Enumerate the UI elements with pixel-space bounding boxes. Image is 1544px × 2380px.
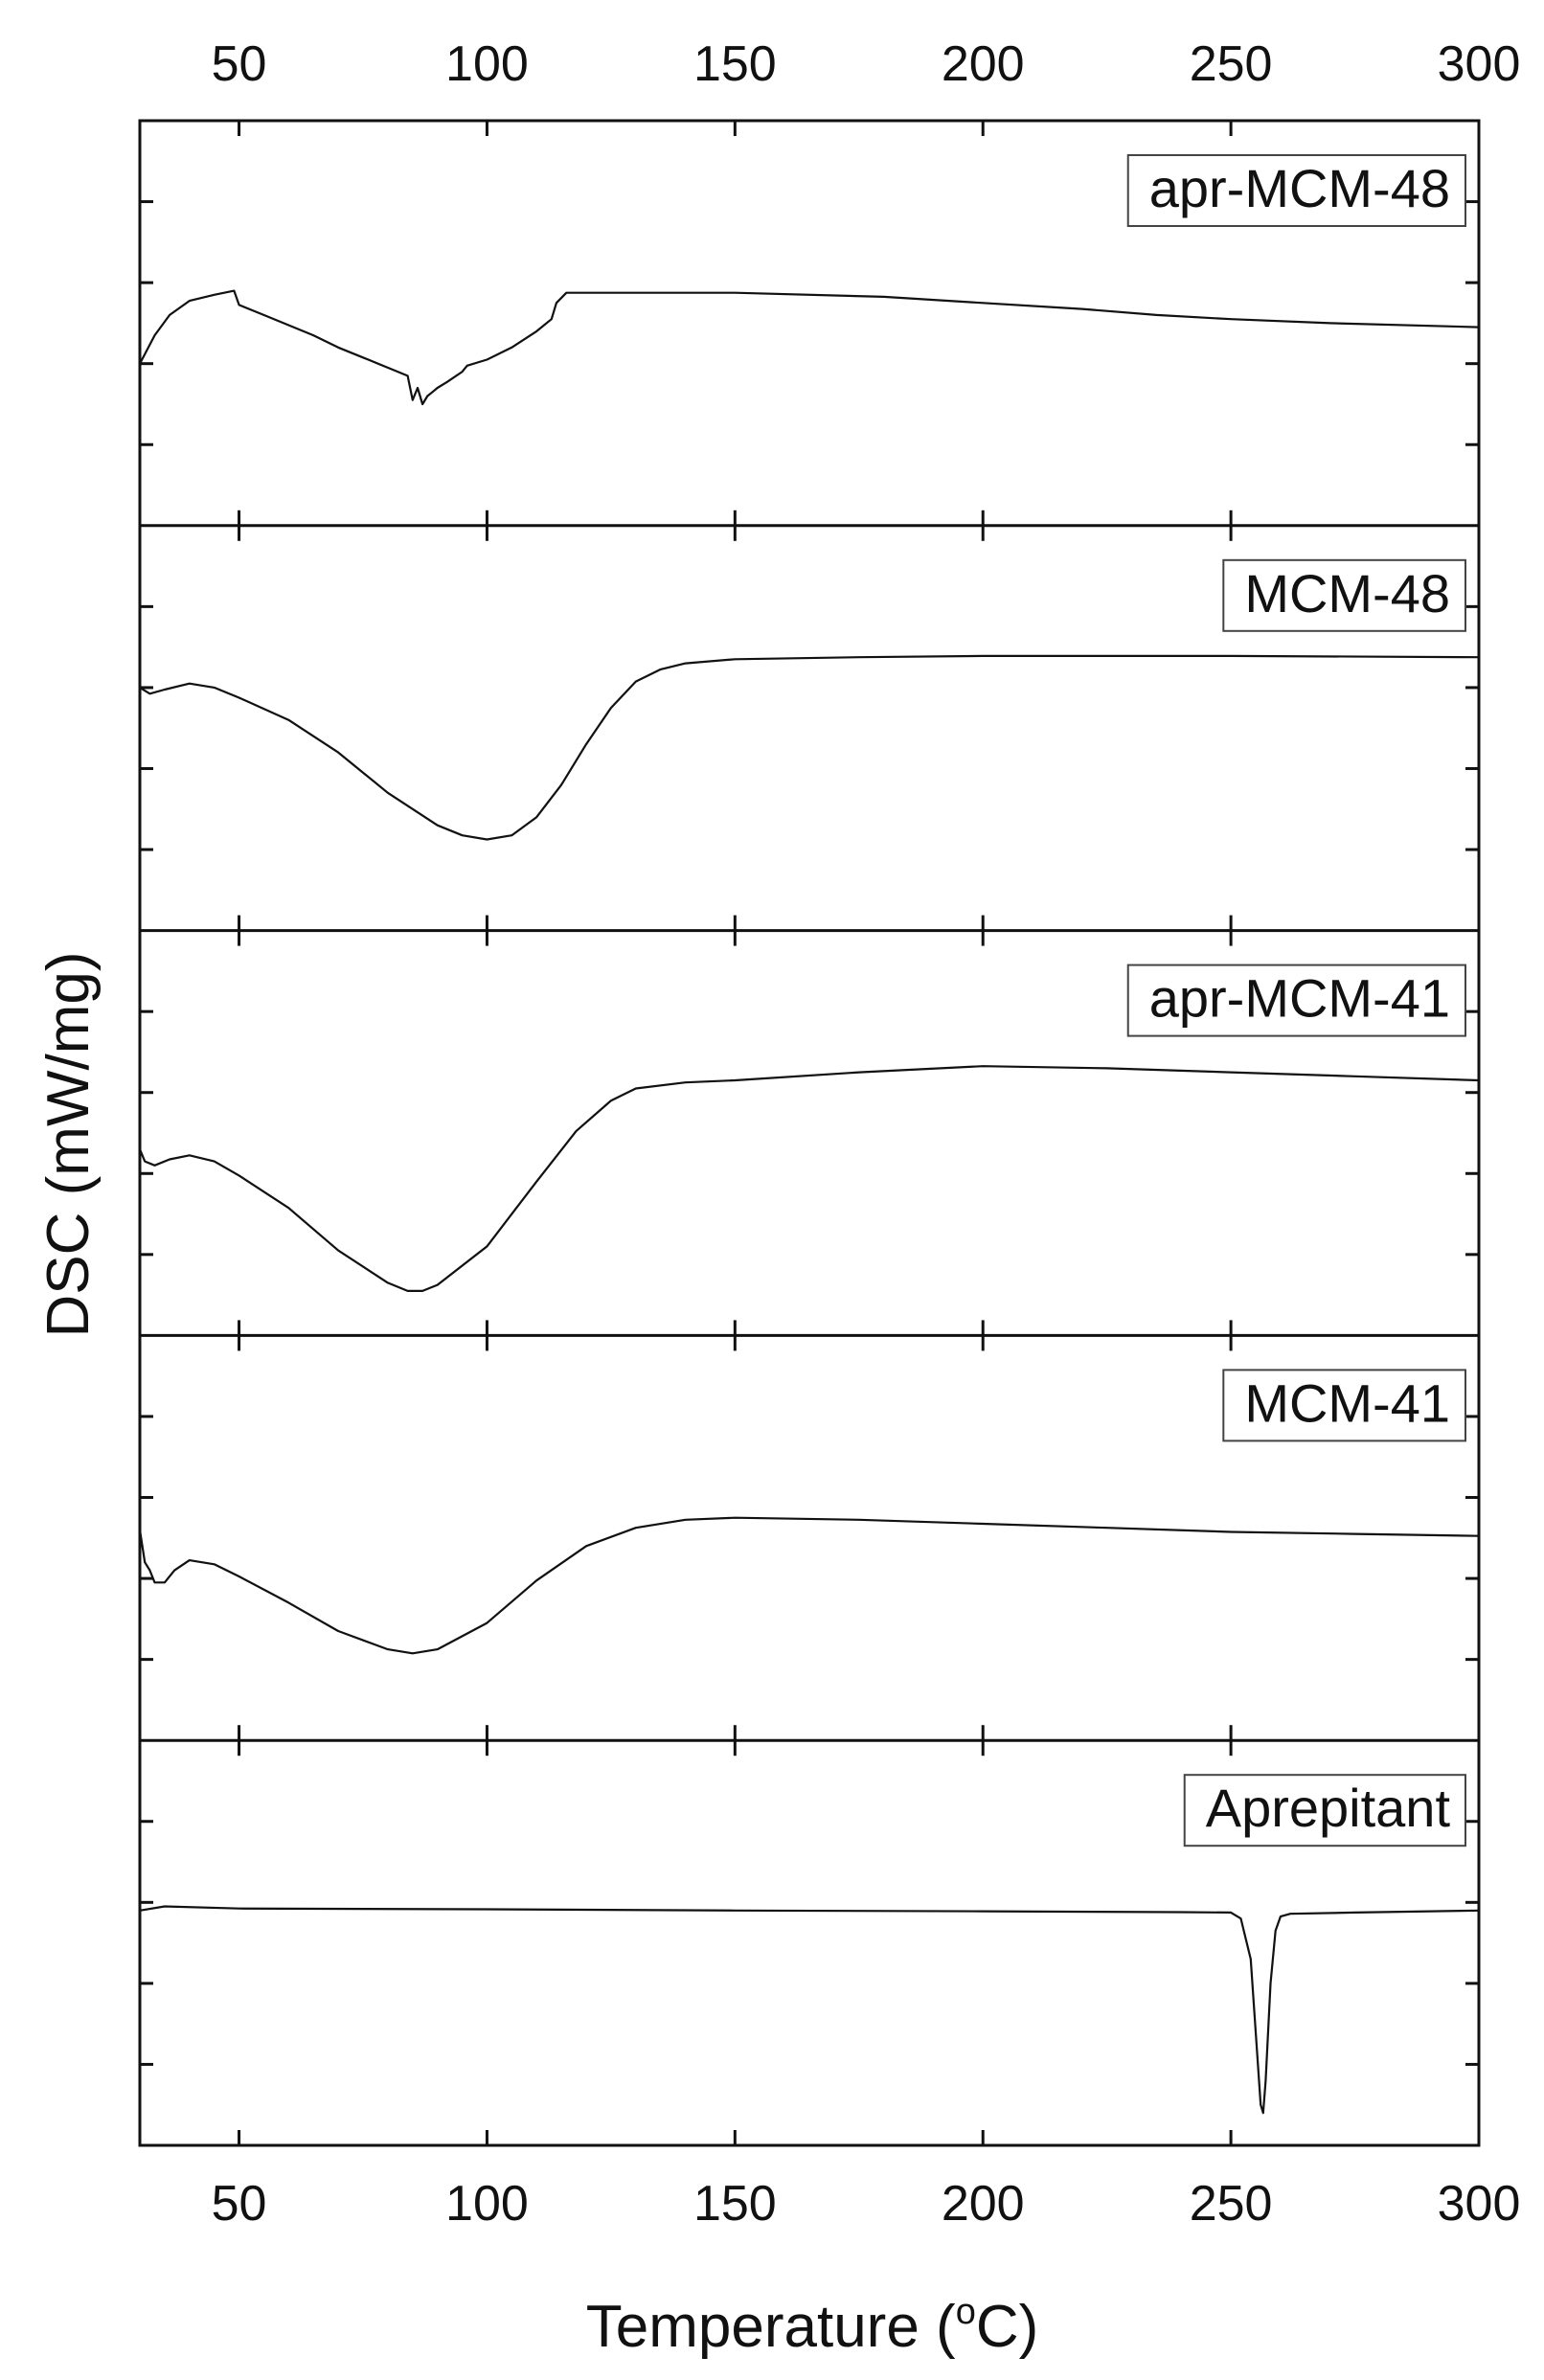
x-tick-label-top: 100 [445, 36, 529, 92]
x-tick-label-bottom: 100 [445, 2176, 529, 2232]
panel-mcm-48: MCM-48 [139, 524, 1481, 931]
panel-label-box [1222, 1369, 1466, 1442]
x-tick-label-top: 200 [942, 36, 1025, 92]
series-line-mcm-48 [139, 654, 1480, 841]
x-tick-label-bottom: 250 [1190, 2176, 1273, 2232]
panel-label-box [1126, 154, 1466, 227]
panel-apr-mcm-41: apr-MCM-41 [138, 929, 1481, 1336]
panel-label: apr-MCM-48 [1149, 158, 1450, 218]
x-tick-label-top: 250 [1190, 36, 1273, 92]
x-tick-label-bottom: 200 [942, 2176, 1025, 2232]
plot-frame [138, 119, 1481, 2147]
panel-label: Aprepitant [1206, 1778, 1451, 1838]
panel-label: MCM-41 [1244, 1372, 1450, 1433]
panels: apr-MCM-48 MCM-48 apr-MCM-41 MCM-41 Aprepita… [138, 154, 1481, 2115]
x-axis-title: Temperature (oC) [586, 2292, 1039, 2360]
x-axis-title-unit-sup: o [956, 2292, 976, 2332]
top-tick-labels: 50 100 150 200 250 300 [212, 36, 1521, 92]
panel-label-box [1183, 1774, 1466, 1847]
x-tick-label-top: 300 [1438, 36, 1521, 92]
x-tick-label-bottom: 50 [212, 2176, 267, 2232]
panel-label-box [1222, 558, 1466, 632]
series-line-apr-mcm-41 [138, 1065, 1480, 1292]
x-tick-label-bottom: 150 [693, 2176, 777, 2232]
x-tick-label-top: 150 [693, 36, 777, 92]
bottom-tick-labels: 50 100 150 200 250 300 [212, 2176, 1521, 2232]
panel-apr-mcm-48: apr-MCM-48 [139, 154, 1481, 526]
panel-label-box [1126, 963, 1466, 1037]
panel-mcm-41: MCM-41 [138, 1333, 1481, 1741]
panel-label: MCM-48 [1244, 563, 1450, 623]
x-tick-label-top: 50 [212, 36, 267, 92]
x-tick-label-bottom: 300 [1438, 2176, 1521, 2232]
panel-aprepitant: Aprepitant [139, 1738, 1481, 2115]
series-line-aprepitant [139, 1905, 1480, 2115]
series-line-apr-mcm-48 [139, 289, 1480, 406]
x-axis-title-prefix: Temperature ( [586, 2294, 956, 2360]
panel-label: apr-MCM-41 [1149, 968, 1450, 1029]
series-line-mcm-41 [138, 1516, 1480, 1655]
x-axis-title-suffix: C) [976, 2294, 1038, 2360]
y-axis-title: DSC (mW/mg) [35, 952, 102, 1338]
